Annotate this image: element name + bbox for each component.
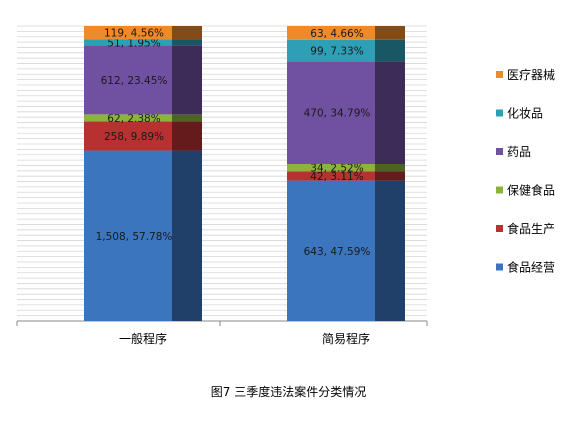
- data-label: 258, 9.89%: [104, 131, 164, 143]
- bar-segment-0-2: [84, 114, 172, 122]
- data-label: 51, 1.95%: [107, 37, 160, 49]
- bar-side-1-5: [375, 26, 405, 40]
- legend-swatch: [496, 148, 503, 155]
- bar-segment-1-2: [287, 164, 375, 172]
- bar-side-1-4: [375, 39, 405, 62]
- data-label: 643, 47.59%: [304, 246, 371, 258]
- bar-segment-0-4: [84, 39, 172, 46]
- legend-swatch: [496, 263, 503, 271]
- legend-swatch: [496, 71, 503, 78]
- data-label: 34, 2.52%: [310, 163, 363, 175]
- legend-swatch: [496, 109, 503, 117]
- legend-label: 食品生产: [507, 221, 555, 236]
- bar-segment-1-4: [287, 39, 375, 62]
- bar-side-0-0: [172, 150, 202, 321]
- legend-label: 医疗器械: [507, 67, 555, 82]
- bar-segment-0-3: [84, 45, 172, 115]
- x-tick-label: 简易程序: [322, 331, 370, 346]
- legend-label: 保健食品: [507, 183, 555, 198]
- data-label: 1,508, 57.78%: [96, 231, 173, 243]
- bar-segment-1-5: [287, 26, 375, 40]
- bar-side-1-0: [375, 180, 405, 321]
- legend-label: 化妆品: [507, 107, 543, 121]
- bar-side-0-5: [172, 26, 202, 40]
- legend-label: 药品: [507, 145, 531, 159]
- data-label: 612, 23.45%: [101, 75, 168, 87]
- bar-side-0-1: [172, 121, 202, 151]
- data-label: 119, 4.56%: [104, 28, 164, 40]
- bar-side-0-4: [172, 39, 202, 46]
- data-label: 63, 4.66%: [310, 28, 363, 40]
- bar-segment-1-3: [287, 61, 375, 165]
- bar-segment-0-1: [84, 121, 172, 151]
- legend-swatch: [496, 186, 503, 194]
- data-label: 470, 34.79%: [304, 108, 371, 120]
- bar-side-1-2: [375, 164, 405, 172]
- bar-segment-0-0: [84, 150, 172, 321]
- x-tick-label: 一般程序: [119, 331, 167, 346]
- bar-segment-1-0: [287, 180, 375, 321]
- bar-side-1-1: [375, 171, 405, 181]
- bar-segment-1-1: [287, 171, 375, 181]
- legend-label: 食品经营: [507, 260, 555, 275]
- bar-side-1-3: [375, 61, 405, 165]
- data-label: 42, 3.11%: [310, 171, 363, 183]
- legend-swatch: [496, 225, 503, 232]
- bar-side-0-2: [172, 114, 202, 122]
- chart-caption: 图7 三季度违法案件分类情况: [210, 385, 367, 399]
- bar-segment-0-5: [84, 26, 172, 40]
- data-label: 62, 2.38%: [107, 113, 160, 125]
- data-label: 99, 7.33%: [310, 46, 363, 58]
- bar-side-0-3: [172, 45, 202, 115]
